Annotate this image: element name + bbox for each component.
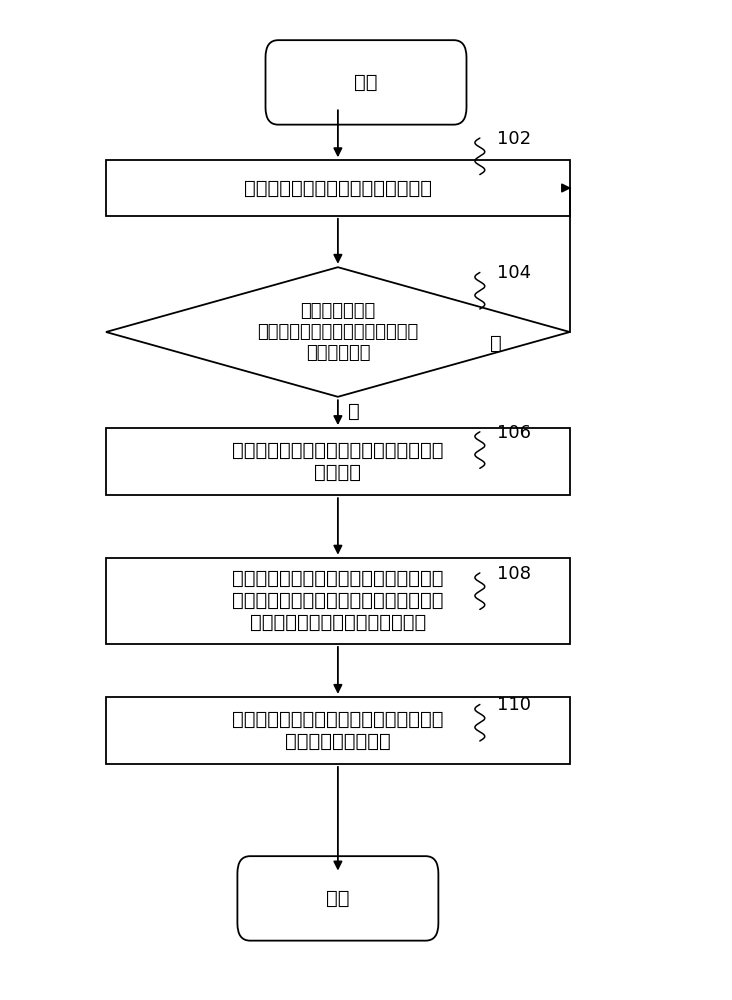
Text: 102: 102 (498, 130, 531, 148)
Text: 否: 否 (490, 334, 501, 353)
Text: 106: 106 (498, 424, 531, 442)
Text: 实时检测蒸发器与冷凝器之间的压差: 实时检测蒸发器与冷凝器之间的压差 (244, 178, 432, 198)
Bar (106, 428, 569, 495)
Bar (106, 160, 569, 216)
Text: 开始: 开始 (354, 73, 378, 92)
Text: 110: 110 (498, 696, 531, 714)
Text: 108: 108 (498, 565, 531, 583)
Polygon shape (106, 267, 569, 397)
Text: 104: 104 (498, 264, 531, 282)
Text: 当压差小于第二预设压差值时，停止调节
室内风机以及室外风机的转速，并停止实
时检测蒸发器与冷凝器之间的压差: 当压差小于第二预设压差值时，停止调节 室内风机以及室外风机的转速，并停止实 时检… (232, 569, 444, 632)
FancyBboxPatch shape (266, 40, 466, 125)
Bar (106, 697, 569, 764)
Bar (106, 558, 569, 644)
Text: 是: 是 (348, 402, 360, 421)
FancyBboxPatch shape (237, 856, 438, 941)
Text: 结束: 结束 (326, 889, 350, 908)
Text: 当压差超过预设
压差范围时，判断压差是否大于第
一预设压差值: 当压差超过预设 压差范围时，判断压差是否大于第 一预设压差值 (257, 302, 419, 362)
Text: 调节室内风机以及室外风机的转速至预设
风速范围: 调节室内风机以及室外风机的转速至预设 风速范围 (232, 441, 444, 482)
Text: 在预设时间后，再次开始实时检测蒸发器
与冷凝器之间的压差: 在预设时间后，再次开始实时检测蒸发器 与冷凝器之间的压差 (232, 710, 444, 751)
